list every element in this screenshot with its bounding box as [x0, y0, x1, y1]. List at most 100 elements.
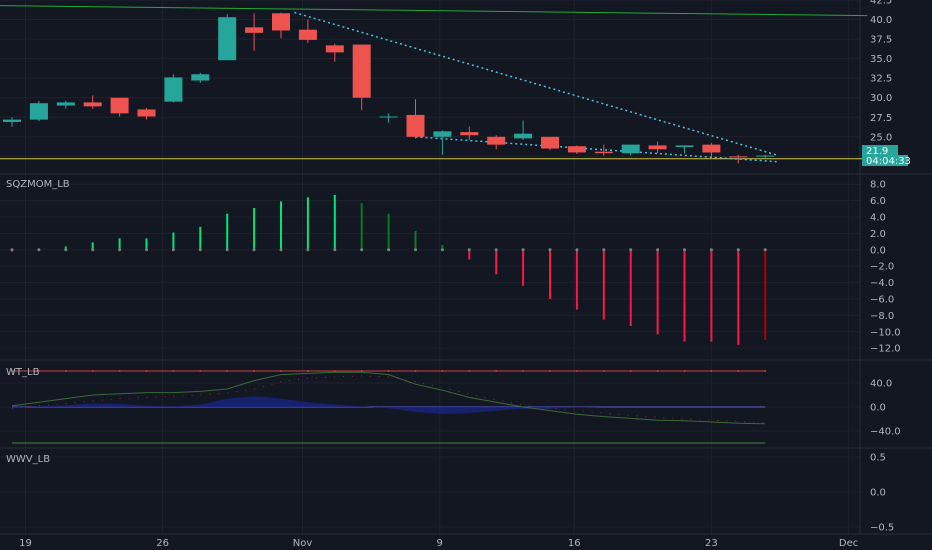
- squeeze-dot: [333, 248, 337, 252]
- y-tick-label: 4.0: [870, 212, 886, 223]
- candle-body[interactable]: [621, 144, 640, 154]
- x-tick-label: 26: [156, 538, 169, 549]
- candle-body[interactable]: [433, 131, 452, 137]
- squeeze-dot: [709, 248, 713, 252]
- candle-body[interactable]: [137, 109, 156, 117]
- price-label-bg: [862, 145, 898, 156]
- wt-marker: [280, 370, 282, 372]
- wt-marker: [360, 370, 363, 372]
- wt-marker: [387, 370, 390, 372]
- squeeze-dot: [91, 248, 95, 252]
- candle-body[interactable]: [164, 77, 183, 102]
- candle-body[interactable]: [325, 45, 344, 53]
- resistance-line[interactable]: [0, 5, 868, 17]
- pane-separators: [0, 0, 932, 535]
- candle-body[interactable]: [272, 13, 290, 31]
- wt-marker: [602, 370, 605, 372]
- squeeze-dot: [279, 248, 283, 252]
- wt-marker: [414, 370, 417, 372]
- y-tick-label: −12.0: [870, 344, 901, 355]
- candle-body[interactable]: [460, 132, 479, 136]
- squeeze-dot: [171, 248, 175, 252]
- wt-marker: [145, 370, 148, 372]
- candle-body[interactable]: [756, 155, 775, 157]
- squeeze-dot: [683, 248, 686, 252]
- squeeze-dot: [387, 248, 391, 252]
- grid: [0, 0, 860, 534]
- y-tick-label: 40.0: [870, 379, 892, 390]
- candle-body[interactable]: [514, 133, 533, 139]
- y-tick-label: −8.0: [870, 311, 894, 322]
- wt-marker: [306, 370, 309, 372]
- y-tick-label: −4.0: [870, 278, 894, 289]
- squeeze-dot: [736, 248, 740, 252]
- candle-body[interactable]: [83, 102, 102, 107]
- candle-body[interactable]: [56, 102, 75, 106]
- squeeze-dot: [440, 248, 444, 252]
- candle-body[interactable]: [298, 29, 317, 40]
- y-tick-label: 40.0: [870, 15, 892, 26]
- y-axes[interactable]: 42.540.037.535.032.530.027.525.022.58.06…: [870, 0, 901, 534]
- momentum-pane[interactable]: [10, 194, 767, 345]
- wt-marker: [764, 370, 767, 372]
- squeeze-dot: [763, 248, 767, 252]
- candle-body[interactable]: [406, 114, 425, 137]
- squeeze-dot: [602, 248, 606, 252]
- candle-body[interactable]: [379, 116, 398, 118]
- candle-body[interactable]: [729, 156, 748, 158]
- price-label: 21.9: [866, 146, 888, 157]
- squeeze-dot: [306, 248, 310, 252]
- candle-body[interactable]: [702, 144, 721, 153]
- wt-marker: [199, 370, 202, 372]
- y-tick-label: 0.0: [870, 488, 886, 499]
- candle-body[interactable]: [648, 145, 667, 150]
- candle-body[interactable]: [675, 145, 694, 147]
- y-tick-label: 6.0: [870, 196, 886, 207]
- wt-marker: [253, 370, 256, 372]
- candle-body[interactable]: [245, 27, 264, 33]
- y-tick-label: −2.0: [870, 262, 894, 273]
- y-tick-label: 27.5: [870, 113, 892, 124]
- squeeze-dot: [118, 248, 122, 252]
- squeeze-dot: [656, 248, 660, 252]
- wt-marker: [737, 370, 740, 372]
- wt-marker: [522, 370, 525, 372]
- candle-body[interactable]: [594, 151, 613, 154]
- squeeze-dot: [10, 248, 14, 252]
- squeeze-dot: [225, 248, 229, 252]
- y-tick-label: −0.5: [870, 523, 894, 534]
- trend-line-lower[interactable]: [415, 136, 779, 163]
- squeeze-dot: [575, 248, 579, 252]
- price-pane[interactable]: [0, 5, 868, 164]
- candle-body[interactable]: [3, 119, 21, 122]
- candle-body[interactable]: [29, 103, 48, 120]
- candle-body[interactable]: [487, 136, 506, 145]
- x-tick-label: 19: [19, 538, 32, 549]
- wt-marker: [333, 370, 336, 372]
- squeeze-dot: [548, 248, 552, 252]
- sqzmom-title: SQZMOM_LB: [6, 179, 70, 190]
- wt-marker: [441, 370, 444, 372]
- y-tick-label: −40.0: [870, 427, 901, 438]
- candle-body[interactable]: [352, 44, 371, 98]
- candle-body[interactable]: [218, 17, 237, 61]
- wt2-line[interactable]: [11, 375, 766, 424]
- wt-marker: [37, 370, 40, 372]
- wt-marker: [710, 370, 713, 372]
- wt-marker: [91, 370, 94, 372]
- wavetrend-pane[interactable]: [11, 370, 767, 444]
- x-axis[interactable]: 19 26 Nov 9 16 23 Dec: [19, 538, 858, 549]
- trend-line-upper[interactable]: [294, 11, 779, 157]
- wt1-line[interactable]: [11, 371, 766, 425]
- candle-body[interactable]: [191, 74, 210, 81]
- y-tick-label: 32.5: [870, 74, 892, 85]
- candle-body[interactable]: [541, 136, 559, 149]
- wt-marker: [64, 370, 67, 372]
- x-tick-label: 16: [568, 538, 581, 549]
- wt-marker: [683, 370, 686, 372]
- wwv-title: WWV_LB: [6, 454, 50, 465]
- squeeze-dot: [145, 248, 148, 252]
- candle-body[interactable]: [567, 146, 586, 153]
- candle-body[interactable]: [110, 97, 129, 114]
